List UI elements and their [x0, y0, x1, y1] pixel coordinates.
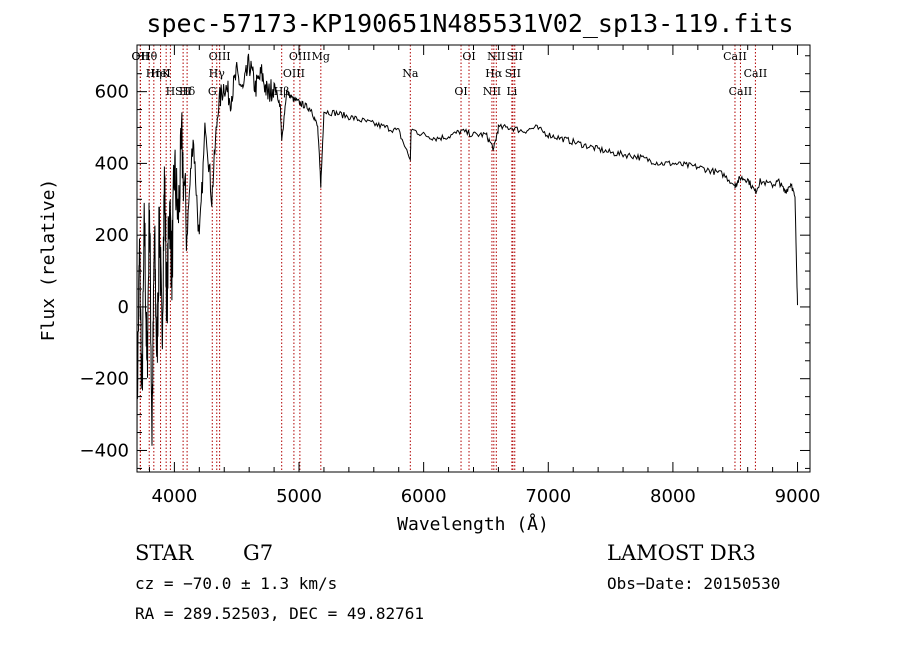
- spectral-line-label: CaII: [729, 85, 753, 98]
- spectral-line-label: H: [166, 85, 176, 98]
- redshift-text: cz = −70.0 ± 1.3 km/s: [135, 574, 337, 593]
- spectral-line-label: NII: [487, 50, 505, 63]
- survey-name: LAMOST DR3: [607, 541, 756, 565]
- x-tick-label: 7000: [525, 486, 571, 507]
- y-tick-label: −400: [80, 440, 129, 461]
- spectral-line-label: SII: [175, 85, 191, 98]
- y-axis-label: Flux (relative): [38, 179, 59, 342]
- spectral-line-markers: [139, 45, 756, 472]
- spectral-line-label: G: [208, 85, 217, 98]
- spectral-line-label: OI: [462, 50, 475, 63]
- spectral-line-label: Hγ: [209, 67, 226, 80]
- spectral-line-label: OI: [454, 85, 467, 98]
- spectral-line-label: OIII: [209, 50, 231, 63]
- y-tick-label: 600: [95, 82, 129, 103]
- x-tick-label: 6000: [401, 486, 447, 507]
- spectral-line-label: OIII: [283, 67, 305, 80]
- obs-date: Obs−Date: 20150530: [607, 574, 780, 593]
- spectral-line-label: OII: [132, 50, 150, 63]
- spectral-line-label: SII: [505, 67, 521, 80]
- x-tick-label: 5000: [276, 486, 322, 507]
- spectral-line-label: Li: [506, 85, 517, 98]
- spectral-line-label: HeI: [150, 67, 170, 80]
- x-axis-label: Wavelength (Å): [397, 513, 549, 535]
- spectral-line-label: Mg: [312, 50, 330, 63]
- x-tick-label: 8000: [650, 486, 696, 507]
- spectral-line-label: SII: [507, 50, 523, 63]
- spectral-line-label: Na: [402, 67, 419, 80]
- spectral-line-labels: HθKHδOIIHeISIIOIIHηHOIIIHγGOIIIOIIIHβMgN…: [132, 50, 768, 98]
- spectral-line-label: Hη: [146, 67, 162, 80]
- y-tick-label: 200: [95, 225, 129, 246]
- spectral-line-label: Hδ: [179, 85, 196, 98]
- spectral-line-label: CaII: [744, 67, 768, 80]
- spectral-line-label: CaII: [723, 50, 747, 63]
- y-tick-label: 400: [95, 153, 129, 174]
- spectral-line-label: K: [162, 67, 171, 80]
- spectral-line-label: OII: [132, 50, 150, 63]
- y-tick-labels: −400 −200 0 200 400 600: [80, 82, 129, 462]
- plot-frame: [136, 44, 811, 473]
- y-tick-label: 0: [118, 297, 129, 318]
- spectral-line-label: Hθ: [141, 50, 158, 63]
- y-tick-label: −200: [80, 369, 129, 390]
- spectral-line-label: Hα: [485, 67, 503, 80]
- spectral-line-label: OIII: [289, 50, 311, 63]
- x-tick-label: 9000: [775, 486, 821, 507]
- axis-ticks: [137, 45, 810, 472]
- coordinates: RA = 289.52503, DEC = 49.82761: [135, 604, 424, 623]
- x-tick-labels: 4000 5000 6000 7000 8000 9000: [151, 486, 820, 507]
- object-class: STAR: [135, 541, 194, 565]
- spectral-line-label: NII: [483, 85, 501, 98]
- x-tick-label: 4000: [151, 486, 197, 507]
- chart-title: spec-57173-KP190651N485531V02_sp13-119.f…: [146, 9, 793, 38]
- spectrum-line: [136, 53, 798, 455]
- subclass: G7: [243, 541, 273, 565]
- spectrum-series: [136, 53, 798, 455]
